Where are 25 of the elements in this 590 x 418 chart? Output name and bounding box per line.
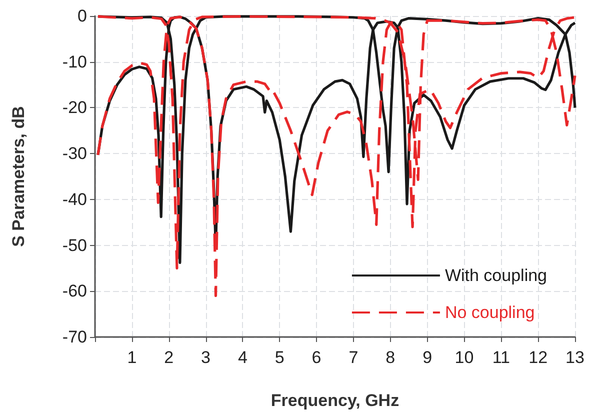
- x-tick-label: 3: [201, 348, 211, 367]
- text: With coupling: [444, 266, 548, 285]
- y-tick-label: -70: [62, 328, 87, 346]
- x-tick-label: 11: [492, 348, 510, 367]
- y-tick-label: -30: [62, 144, 87, 164]
- y-tick-label: -40: [62, 190, 87, 209]
- x-tick-label: 4: [238, 348, 248, 367]
- y-tick-label: 0: [78, 6, 87, 26]
- x-tick-label: 10: [454, 348, 474, 367]
- x-tick-label: 9: [422, 348, 432, 367]
- x-tick-label: 2: [164, 348, 174, 367]
- x-tick-label: 1: [127, 348, 137, 367]
- text: No coupling: [444, 303, 535, 322]
- y-tick-label: -20: [62, 98, 87, 118]
- x-tick-label: 12: [528, 348, 548, 367]
- x-axis-title: Frequency, GHz: [270, 391, 400, 410]
- x-tick-label: 7: [348, 348, 358, 367]
- y-tick-label: -50: [62, 236, 87, 255]
- x-tick-label: 13: [566, 348, 584, 367]
- x-tick-label: 5: [274, 348, 284, 367]
- x-tick-label: 8: [386, 348, 396, 367]
- y-axis-title: S Parameters, dB: [9, 106, 28, 247]
- y-tick-label: -10: [62, 52, 87, 72]
- y-tick-label: -60: [62, 282, 87, 301]
- x-tick-label: 6: [312, 348, 322, 367]
